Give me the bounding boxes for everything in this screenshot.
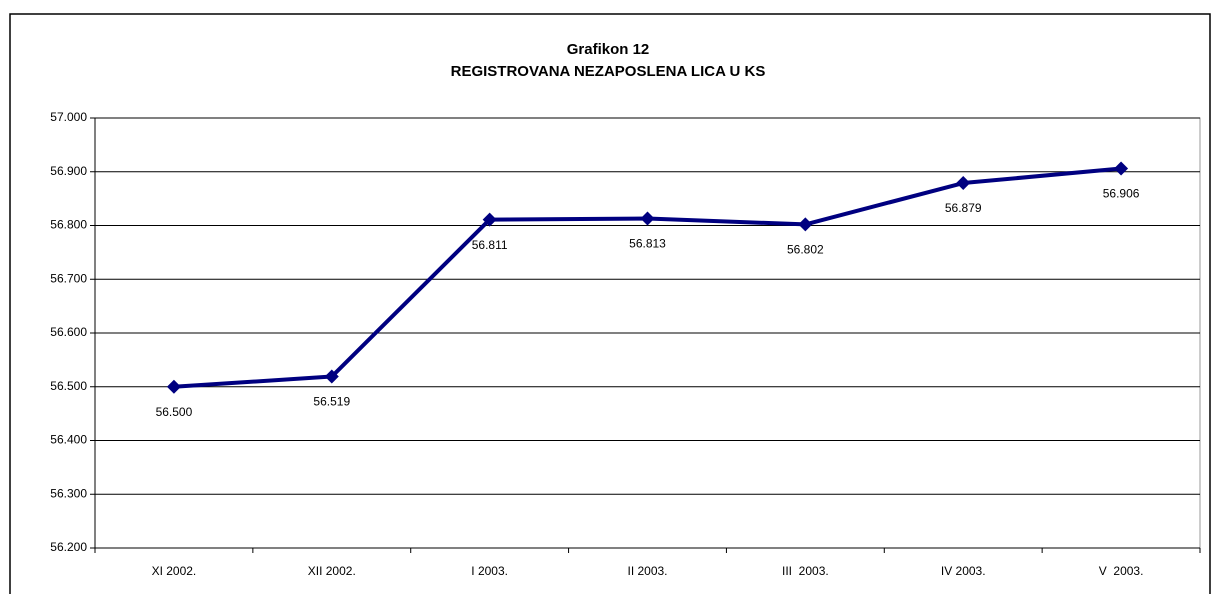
y-tick-label: 56.700 — [50, 271, 87, 285]
x-tick-label: IV 2003. — [941, 564, 986, 578]
y-tick-label: 56.800 — [50, 218, 87, 232]
y-tick-label: 56.200 — [50, 540, 87, 554]
y-tick-label: 56.500 — [50, 379, 87, 393]
y-tick-label: 56.400 — [50, 433, 87, 447]
marker — [798, 217, 813, 232]
x-tick-label: III 2003. — [782, 564, 829, 578]
marker — [482, 212, 497, 227]
chart-subtitle: REGISTROVANA NEZAPOSLENA LICA U KS — [451, 63, 766, 80]
data-label: 56.906 — [1103, 187, 1140, 201]
chart-border — [9, 13, 1211, 594]
y-tick-label: 57.000 — [50, 110, 87, 124]
x-tick-label: I 2003. — [471, 564, 508, 578]
data-label: 56.500 — [156, 405, 193, 419]
marker — [956, 176, 971, 191]
data-label: 56.802 — [787, 243, 824, 257]
x-tick-label: II 2003. — [627, 564, 667, 578]
y-tick-label: 56.900 — [50, 164, 87, 178]
x-tick-label: V 2003. — [1099, 564, 1144, 578]
marker — [1114, 161, 1129, 176]
x-tick-label: XII 2002. — [308, 564, 356, 578]
y-tick-label: 56.300 — [50, 486, 87, 500]
marker — [166, 379, 181, 394]
data-label: 56.811 — [472, 238, 508, 252]
data-label: 56.813 — [629, 237, 666, 251]
data-label: 56.879 — [945, 201, 982, 215]
marker — [324, 369, 339, 384]
y-tick-label: 56.600 — [50, 325, 87, 339]
marker — [640, 211, 655, 226]
data-label: 56.519 — [313, 395, 350, 409]
chart-title: Grafikon 12 — [567, 41, 650, 58]
x-tick-label: XI 2002. — [152, 564, 197, 578]
